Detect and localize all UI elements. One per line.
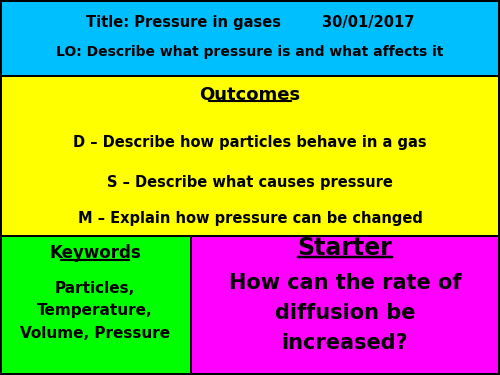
Bar	[2, 77, 498, 235]
Bar	[2, 2, 498, 75]
Text: Particles,
Temperature,
Volume, Pressure: Particles, Temperature, Volume, Pressure	[20, 281, 170, 341]
Text: LO: Describe what pressure is and what affects it: LO: Describe what pressure is and what a…	[56, 45, 444, 59]
Text: M – Explain how pressure can be changed: M – Explain how pressure can be changed	[78, 210, 422, 225]
Text: Outcomes: Outcomes	[200, 86, 300, 104]
Text: D – Describe how particles behave in a gas: D – Describe how particles behave in a g…	[73, 135, 427, 150]
Text: Title: Pressure in gases        30/01/2017: Title: Pressure in gases 30/01/2017	[86, 15, 414, 30]
Text: S – Describe what causes pressure: S – Describe what causes pressure	[107, 176, 393, 190]
Text: How can the rate of
diffusion be
increased?: How can the rate of diffusion be increas…	[229, 273, 461, 352]
Text: Keywords: Keywords	[49, 244, 141, 262]
Bar	[192, 237, 498, 373]
Bar	[2, 237, 190, 373]
Text: Starter: Starter	[298, 236, 392, 260]
